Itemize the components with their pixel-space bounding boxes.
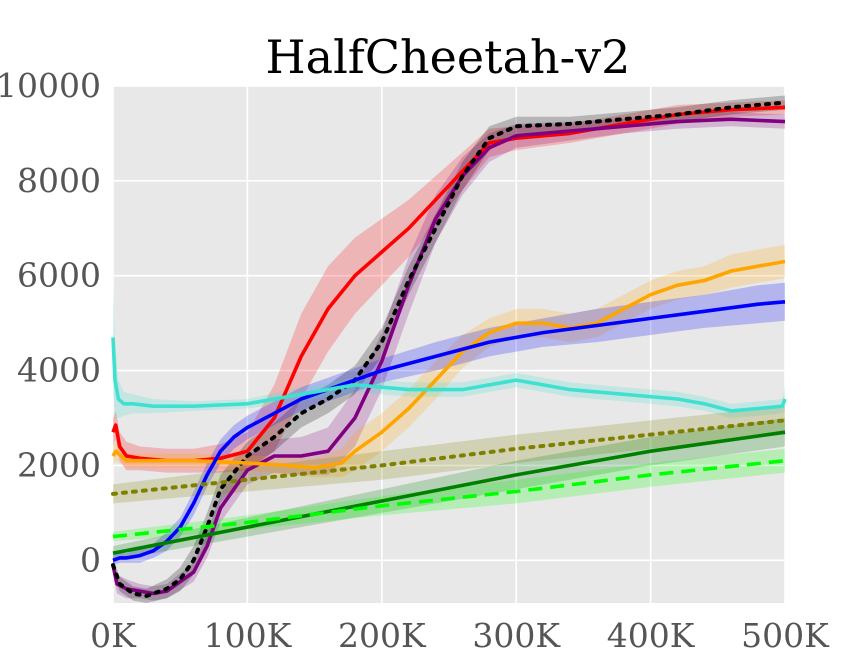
series-line-4 [112,300,786,562]
series-line-6 [111,418,787,496]
series-line-1 [111,117,786,596]
x-tick-label: 0K [90,616,137,655]
grid [112,85,786,603]
series-lines [111,100,787,598]
x-axis: 0K 100K 200K 300K 400K 500K [90,616,830,655]
series-band-0 [113,100,785,473]
series-band-3 [113,244,785,478]
y-tick-label: 6000 [17,256,101,295]
y-tick-label: 8000 [17,161,101,200]
series-line-8 [112,458,786,539]
y-axis: 0 2000 4000 6000 8000 10000 [0,66,101,579]
x-tick-label: 500K [741,616,830,655]
series-line-7 [112,430,786,555]
x-tick-label: 400K [607,616,696,655]
series-line-2 [111,100,787,598]
chart-title: HalfCheetah-v2 [266,30,631,84]
x-tick-label: 100K [204,616,293,655]
y-tick-label: 10000 [0,66,101,105]
y-tick-label: 0 [80,540,101,579]
series-band-6 [113,406,785,504]
series-line-3 [111,259,786,470]
plot-background [113,86,785,603]
series-line-5 [111,337,787,413]
series-band-8 [113,448,785,542]
y-tick-label: 4000 [17,351,101,390]
series-band-1 [113,112,785,601]
x-tick-label: 300K [472,616,561,655]
y-tick-label: 2000 [17,445,101,484]
x-tick-label: 200K [338,616,427,655]
